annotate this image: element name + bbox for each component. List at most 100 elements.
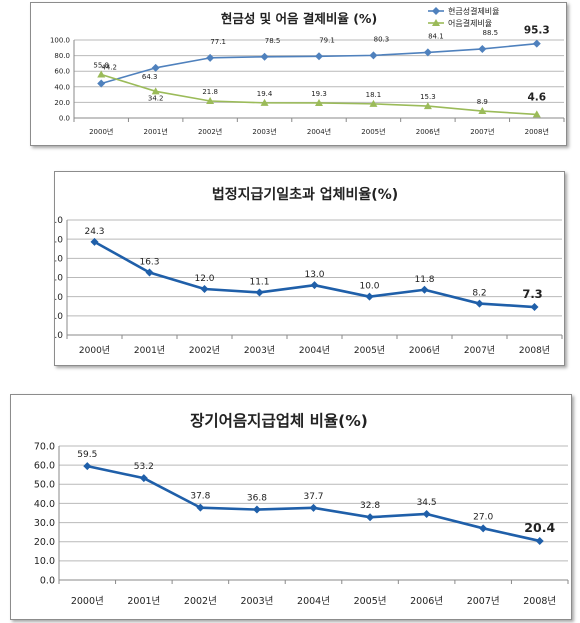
data-label: 27.0 <box>473 512 493 522</box>
y-tick-label: 5.0 <box>55 312 63 322</box>
x-category-label: 2005년 <box>354 345 385 356</box>
x-category-label: 2001년 <box>134 345 165 356</box>
data-point-marker <box>422 509 431 518</box>
data-label: 4.6 <box>527 91 546 103</box>
settlement-ratio-chart-svg: 현금성 및 어음 결제비율 (%) 0.0 20.0 40.0 60.0 80.0 100.… <box>50 6 565 136</box>
data-point-marker <box>200 285 209 293</box>
legend-label: 현금성결제비율 <box>448 6 500 16</box>
data-label: 78.5 <box>265 37 281 45</box>
y-tick-label: 25.0 <box>55 235 63 245</box>
x-category-label: 2000년 <box>79 345 110 356</box>
data-label: 11.1 <box>249 277 269 287</box>
y-tick-label: 20.0 <box>55 254 63 264</box>
data-label: 64.3 <box>142 73 158 81</box>
data-point-marker <box>151 87 160 95</box>
data-point-marker <box>151 63 160 72</box>
y-tick-label: 0.0 <box>59 114 70 122</box>
series-line <box>101 42 537 85</box>
y-tick-label: 0.0 <box>55 331 63 341</box>
data-label: 7.3 <box>522 287 542 301</box>
data-label: 19.4 <box>257 90 273 98</box>
data-label: 10.0 <box>359 282 379 292</box>
data-point-marker <box>83 462 92 471</box>
data-label: 20.4 <box>524 520 555 535</box>
x-category-label: 2001년 <box>127 596 160 607</box>
data-point-marker <box>530 303 539 312</box>
data-label: 34.2 <box>148 94 164 102</box>
x-category-label: 2004년 <box>297 596 330 607</box>
y-tick-label: 20.0 <box>54 99 70 107</box>
x-category-label: 2008년 <box>525 127 549 136</box>
data-point-marker <box>478 107 487 115</box>
y-tick-label: 30.0 <box>55 216 63 226</box>
data-label: 18.1 <box>366 91 382 99</box>
data-label: 13.0 <box>304 270 324 280</box>
data-label: 12.0 <box>194 274 214 284</box>
data-point-marker <box>369 99 378 107</box>
x-category-label: 2003년 <box>240 596 273 607</box>
data-label: 88.5 <box>483 29 499 37</box>
data-point-marker <box>478 44 487 53</box>
data-label: 77.1 <box>210 38 226 46</box>
legend-marker <box>432 7 440 15</box>
x-category-label: 2003년 <box>244 345 275 356</box>
y-tick-label: 70.0 <box>34 441 55 452</box>
data-label: 32.8 <box>360 501 380 511</box>
x-category-label: 2000년 <box>89 127 113 136</box>
data-point-marker <box>366 513 375 522</box>
x-category-label: 2002년 <box>198 127 222 136</box>
data-label: 37.7 <box>303 492 323 502</box>
y-tick-label: 15.0 <box>55 274 63 284</box>
long-term-bill-chart-svg: 장기어음지급업체 비율(%) 0.0 10.0 20.0 30.0 40.0 50.0 60.… <box>34 412 569 607</box>
chart-panel-settlement-ratio: 현금성 및 어음 결제비율 (%) 0.0 20.0 40.0 60.0 80.0 100.… <box>30 2 567 146</box>
data-label: 80.3 <box>374 35 390 43</box>
data-point-marker <box>423 102 432 110</box>
data-point-marker <box>145 268 154 277</box>
data-point-marker <box>252 505 261 514</box>
data-point-marker <box>196 503 205 512</box>
y-tick-label: 20.0 <box>34 537 55 548</box>
data-point-marker <box>97 70 106 78</box>
data-point-marker <box>206 53 215 62</box>
data-label: 11.8 <box>414 275 434 285</box>
y-tick-label: 100.0 <box>50 36 70 44</box>
data-label: 16.3 <box>139 258 159 268</box>
y-tick-label: 50.0 <box>34 480 55 491</box>
overdue-payment-chart-svg: 법정지급기일초과 업체비율(%) 0.0 5.0 10.0 15.0 20.0 25.0 30… <box>55 186 563 356</box>
chart-title: 장기어음지급업체 비율(%) <box>190 412 368 430</box>
y-tick-label: 60.0 <box>34 460 55 471</box>
x-category-label: 2002년 <box>189 345 220 356</box>
data-label: 95.3 <box>524 25 550 37</box>
data-label: 24.3 <box>84 227 104 237</box>
data-label: 8.2 <box>472 289 486 299</box>
x-category-label: 2007년 <box>470 127 494 136</box>
data-label: 79.1 <box>319 36 335 44</box>
x-category-label: 2002년 <box>184 596 217 607</box>
x-category-label: 2007년 <box>464 345 495 356</box>
data-label: 36.8 <box>247 494 267 504</box>
data-point-marker <box>260 98 269 106</box>
data-point-marker <box>532 39 541 48</box>
x-category-label: 2001년 <box>144 127 168 136</box>
data-label: 53.2 <box>134 462 154 472</box>
y-tick-label: 30.0 <box>34 518 55 529</box>
data-point-marker <box>315 52 323 61</box>
x-category-label: 2004년 <box>299 345 330 356</box>
data-label: 34.5 <box>417 498 437 508</box>
y-tick-label: 60.0 <box>54 68 70 76</box>
data-point-marker <box>475 299 484 308</box>
y-tick-label: 40.0 <box>34 499 55 510</box>
data-point-marker <box>139 474 148 483</box>
data-point-marker <box>479 524 488 533</box>
data-point-marker <box>310 281 319 290</box>
x-category-label: 2004년 <box>307 127 331 136</box>
y-tick-label: 0.0 <box>40 575 55 586</box>
data-point-marker <box>535 536 544 545</box>
data-point-marker <box>365 292 374 301</box>
data-label: 55.8 <box>93 61 109 69</box>
x-category-label: 2006년 <box>416 127 440 136</box>
x-category-label: 2000년 <box>71 596 104 607</box>
data-point-marker <box>255 288 264 297</box>
y-tick-label: 10.0 <box>55 293 63 303</box>
x-category-label: 2008년 <box>523 596 556 607</box>
